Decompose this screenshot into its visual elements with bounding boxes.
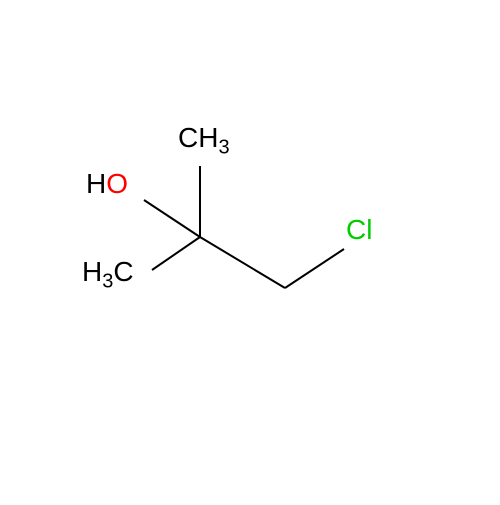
bond-line	[200, 237, 285, 288]
bond-line	[285, 249, 344, 288]
atom-text: CH	[178, 122, 218, 153]
bond-line	[144, 200, 200, 237]
atom-cl: Cl	[346, 214, 372, 246]
atom-o: O	[106, 168, 128, 199]
bond-line	[152, 237, 200, 270]
atom-sub: 3	[218, 137, 229, 159]
atom-text: H	[82, 256, 102, 287]
atom-tail: C	[113, 256, 133, 287]
bonds-svg	[0, 0, 500, 500]
atom-sub: 3	[102, 271, 113, 293]
atom-ho: HO	[86, 168, 128, 200]
atom-ch3-top: CH3	[178, 122, 230, 160]
atom-text: Cl	[346, 214, 372, 245]
atom-h: H	[86, 168, 106, 199]
molecule-canvas: CH3 HO H3C Cl	[0, 0, 500, 500]
atom-h3c-left: H3C	[82, 256, 134, 294]
